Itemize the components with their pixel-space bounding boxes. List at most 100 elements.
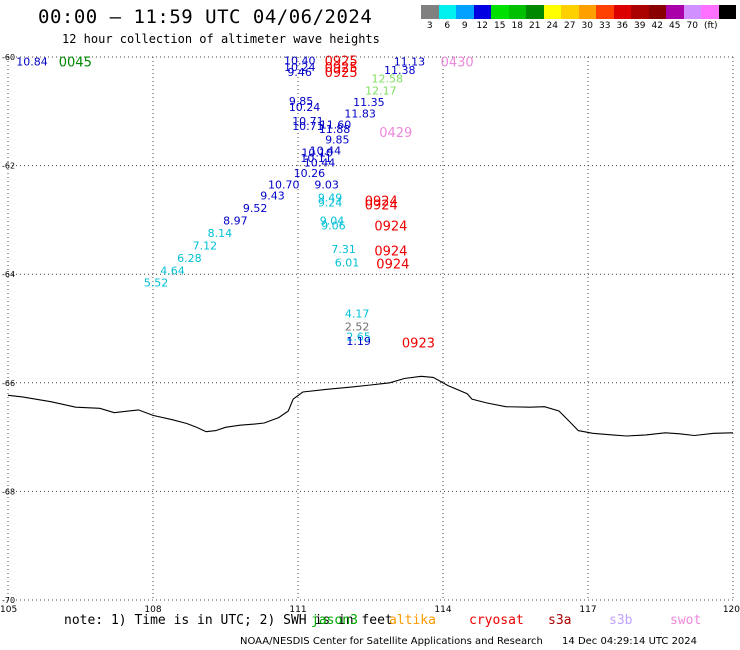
swh-value: 10.11 (300, 152, 332, 165)
swh-value: 5.52 (144, 276, 169, 289)
pass-time: 0923 (402, 337, 435, 352)
pass-time: 0925 (325, 61, 358, 76)
swh-value: 10.71 (292, 115, 324, 128)
note-line: note: 1) Time is in UTC; 2) SWH is in fe… (64, 613, 701, 628)
swh-value: 4.64 (160, 264, 185, 277)
legend-swatch (683, 5, 701, 19)
pass-time: 0924 (376, 257, 409, 272)
lat-label: -70 (2, 596, 15, 605)
swh-value: 10.24 (284, 61, 316, 74)
legend-label: 6 (444, 21, 451, 31)
pass-time: 0924 (374, 244, 407, 259)
swh-value: 9.43 (260, 189, 285, 202)
swh-value: 9.85 (325, 134, 350, 147)
legend-swatch (508, 5, 526, 19)
legend-swatch (473, 5, 491, 19)
legend-swatch (438, 5, 456, 19)
legend-label: 42 (651, 21, 663, 31)
legend-label: 39 (634, 21, 646, 31)
satellite-s3a: s3a (548, 613, 572, 628)
legend-swatch (631, 5, 649, 19)
swh-value: 1.19 (346, 335, 371, 348)
pass-time: 0924 (365, 194, 398, 209)
swh-value: 6.01 (335, 256, 360, 269)
swh-value: 12.58 (371, 73, 403, 86)
legend-swatch (701, 5, 719, 19)
swh-value: 10.70 (268, 179, 300, 192)
satellite-jason3: jason3 (311, 613, 358, 628)
pass-time: 0430 (441, 55, 474, 70)
swh-value: 9.49 (318, 192, 343, 205)
note-text: note: 1) Time is in UTC; 2) SWH is in fe… (64, 613, 393, 628)
color-legend: 3 6 9 12 15 18 21 24 27 30 33 36 39 42 45 70 (ft) (421, 5, 736, 31)
page-title: 00:00 – 11:59 UTC 04/06/2024 (38, 6, 373, 28)
swh-value: 11.13 (394, 55, 426, 68)
pass-time: 0924 (365, 199, 398, 214)
legend-label: 9 (461, 21, 468, 31)
swh-value: 9.04 (320, 214, 345, 227)
legend-label: 33 (599, 21, 611, 31)
legend-swatch (596, 5, 614, 19)
satellite-swot: swot (670, 613, 702, 628)
swh-value: 10.10 (301, 147, 333, 160)
swh-value: 10.44 (310, 144, 342, 157)
swh-value: 10.40 (284, 54, 316, 67)
legend-label: 70 (686, 21, 698, 31)
legend-label: 27 (564, 21, 576, 31)
swh-value: 11.88 (319, 123, 351, 136)
legend-label: 15 (494, 21, 506, 31)
legend-swatch (526, 5, 544, 19)
swh-value: 9.03 (314, 179, 339, 192)
legend-label: 24 (546, 21, 558, 31)
swh-value: 9.85 (289, 95, 314, 108)
pass-time: 0429 (379, 126, 412, 141)
swh-value: 9.52 (243, 202, 268, 215)
lat-label: -60 (2, 53, 15, 62)
pass-time: 0925 (325, 66, 358, 81)
footer: NOAA/NESDIS Center for Satellite Applica… (240, 636, 697, 647)
lon-label: 108 (144, 605, 161, 615)
lon-label: 114 (434, 605, 451, 615)
lat-label: -68 (2, 487, 15, 496)
page-subtitle: 12 hour collection of altimeter wave hei… (62, 32, 380, 46)
legend-swatch (578, 5, 596, 19)
pass-time: 0045 (59, 55, 92, 70)
legend-label: 3 (426, 21, 433, 31)
legend-swatch (421, 5, 439, 19)
swh-value: 10.44 (304, 156, 336, 169)
lon-label: 111 (289, 605, 306, 615)
legend-label: 18 (511, 21, 523, 31)
swh-value: 8.14 (208, 227, 233, 240)
swh-value: 6.28 (177, 252, 202, 265)
lat-label: -64 (2, 270, 15, 279)
legend-label: 12 (476, 21, 488, 31)
swh-value: 8.97 (223, 214, 248, 227)
legend-swatch (613, 5, 631, 19)
swh-value: 2.65 (346, 331, 371, 344)
pass-time-labels: 0045 092509250925043004290924092409240924… (59, 54, 474, 351)
lat-label: -66 (2, 379, 15, 388)
lon-label: 117 (579, 605, 596, 615)
swh-value: 10.84 (16, 55, 48, 68)
swh-value: 9.06 (321, 219, 346, 232)
coastline (7, 375, 734, 437)
legend-label: 21 (529, 21, 541, 31)
lon-label: 120 (723, 605, 740, 615)
legend-swatch (561, 5, 579, 19)
swh-value: 4.17 (345, 307, 370, 320)
legend-label: 45 (669, 21, 681, 31)
swh-value: 9.24 (318, 197, 343, 210)
footer-timestamp: 14 Dec 04:29:14 UTC 2024 (562, 636, 698, 647)
legend-swatch (648, 5, 666, 19)
swh-value: 7.12 (193, 239, 218, 252)
swh-value: 7.31 (331, 243, 356, 256)
swh-value: 11.83 (344, 107, 376, 120)
swh-value: 11.60 (320, 118, 352, 131)
lon-label: 105 (0, 605, 17, 615)
legend-labels: 3 6 9 12 15 18 21 24 27 30 33 36 39 42 45 70 (421, 21, 736, 31)
map-grid (7, 56, 734, 601)
satellite-s3b: s3b (609, 613, 633, 628)
swh-value: 12.17 (365, 85, 397, 98)
